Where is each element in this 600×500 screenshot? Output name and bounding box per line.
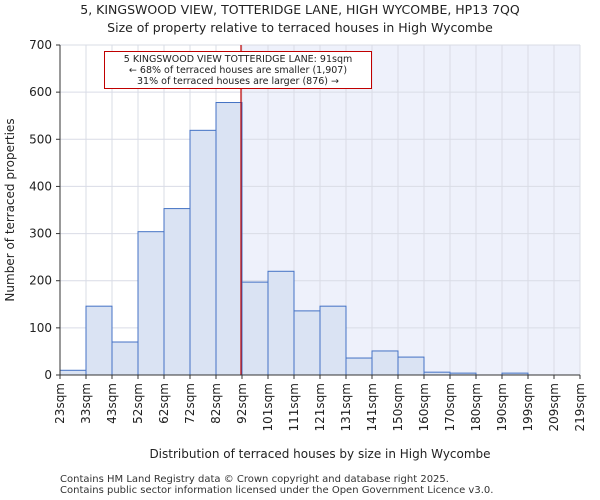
x-tick-label: 43sqm	[105, 383, 119, 424]
histogram-bar	[241, 281, 269, 376]
y-tick-label: 200	[29, 274, 52, 288]
histogram-bar	[345, 357, 373, 376]
x-axis-label: Distribution of terraced houses by size …	[149, 447, 490, 461]
y-tick-label: 0	[44, 368, 52, 382]
chart-subtitle: Size of property relative to terraced ho…	[107, 20, 493, 35]
histogram-bar	[163, 208, 191, 376]
chart-title: 5, KINGSWOOD VIEW, TOTTERIDGE LANE, HIGH…	[80, 2, 520, 17]
histogram-bar	[137, 231, 165, 376]
x-tick-label: 180sqm	[469, 383, 483, 431]
histogram-bar	[267, 270, 295, 376]
x-tick-label: 150sqm	[391, 383, 405, 431]
histogram-bar	[319, 305, 347, 376]
x-tick-label: 62sqm	[157, 383, 171, 424]
annotation-box: 5 KINGSWOOD VIEW TOTTERIDGE LANE: 91sqm …	[104, 51, 372, 89]
footer-line-1: Contains HM Land Registry data © Crown c…	[60, 474, 449, 485]
histogram-bar	[189, 129, 217, 376]
histogram-bar	[293, 310, 321, 376]
y-tick-label: 100	[29, 321, 52, 335]
y-tick-label: 300	[29, 227, 52, 241]
histogram-bar	[59, 369, 87, 376]
histogram-bar	[85, 305, 113, 376]
x-tick-label: 101sqm	[261, 383, 275, 431]
histogram-bar	[215, 102, 243, 376]
annotation-line-1: 5 KINGSWOOD VIEW TOTTERIDGE LANE: 91sqm	[123, 54, 353, 65]
annotation-line-2: ← 68% of terraced houses are smaller (1,…	[128, 65, 348, 76]
y-tick-label: 600	[29, 85, 52, 99]
footer-line-2: Contains public sector information licen…	[60, 485, 494, 496]
y-tick-label: 500	[29, 132, 52, 146]
annotation-line-3: 31% of terraced houses are larger (876) …	[137, 76, 339, 87]
x-tick-label: 111sqm	[287, 383, 301, 431]
x-tick-label: 121sqm	[313, 383, 327, 431]
x-tick-label: 209sqm	[547, 383, 561, 431]
x-tick-label: 52sqm	[131, 383, 145, 424]
x-tick-label: 131sqm	[339, 383, 353, 431]
x-tick-label: 82sqm	[209, 383, 223, 424]
x-tick-label: 160sqm	[417, 383, 431, 431]
histogram-bar	[371, 350, 399, 376]
y-axis-label: Number of terraced properties	[3, 118, 17, 301]
x-tick-label: 219sqm	[573, 383, 587, 431]
x-tick-label: 72sqm	[183, 383, 197, 424]
x-tick-label: 141sqm	[365, 383, 379, 431]
x-tick-label: 190sqm	[495, 383, 509, 431]
histogram-bar	[111, 341, 139, 376]
histogram-bar	[397, 356, 425, 376]
y-tick-label: 700	[29, 38, 52, 52]
x-tick-label: 92sqm	[235, 383, 249, 424]
x-tick-label: 199sqm	[521, 383, 535, 431]
y-tick-label: 400	[29, 179, 52, 193]
x-tick-label: 170sqm	[443, 383, 457, 431]
x-tick-label: 33sqm	[79, 383, 93, 424]
x-tick-label: 23sqm	[53, 383, 67, 424]
